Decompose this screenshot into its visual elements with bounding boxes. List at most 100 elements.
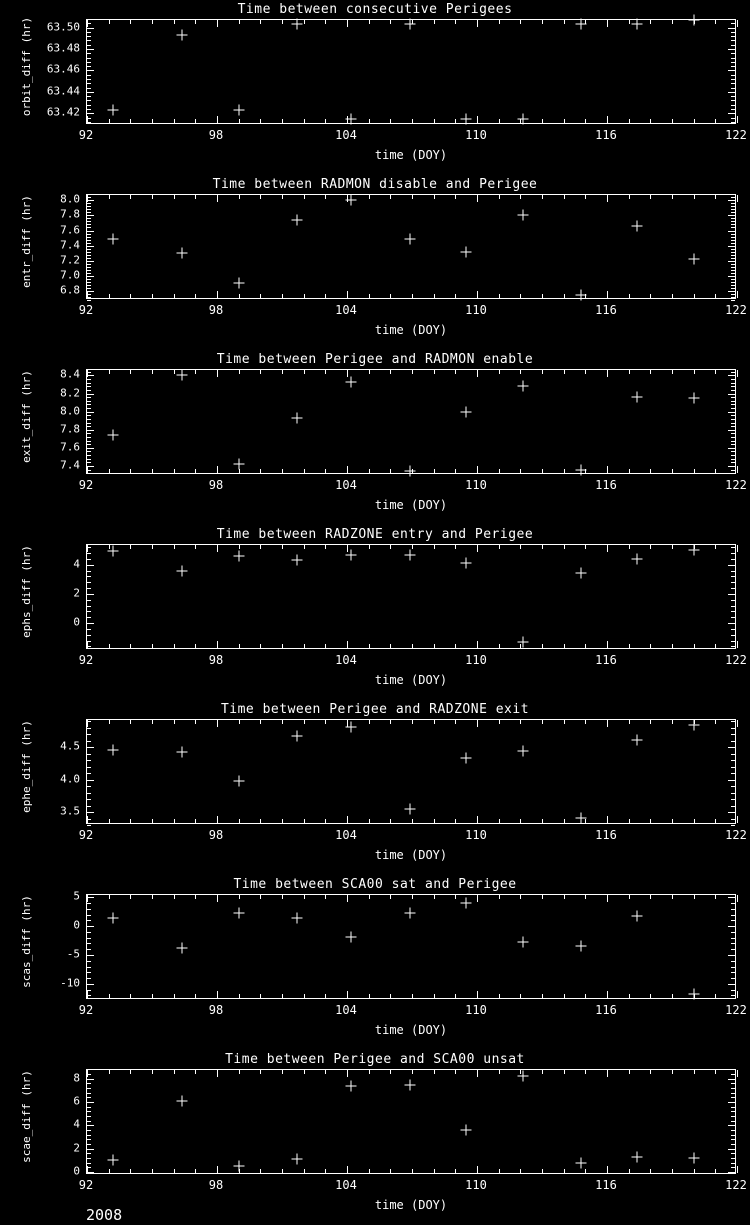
axis-tick-x (693, 644, 695, 648)
axis-tick-y (731, 949, 735, 951)
axis-tick-x (412, 720, 413, 724)
axis-tick-x (152, 1169, 153, 1173)
axis-tick-y (731, 203, 735, 205)
axis-tick-x (693, 720, 695, 724)
axis-tick-x (260, 1070, 262, 1074)
axis-tick-x (455, 119, 457, 123)
axis-tick-y (87, 203, 91, 205)
axis-tick-y (731, 458, 735, 460)
axis-tick-x (672, 720, 673, 724)
x-tick-label: 98 (208, 828, 224, 842)
axis-tick-x (607, 991, 608, 998)
axis-tick-x (390, 119, 392, 123)
data-point (517, 113, 528, 125)
x-tick-label: 104 (335, 653, 357, 667)
axis-tick-y (87, 1088, 91, 1090)
axis-tick-x (412, 1169, 413, 1173)
y-tick-label: 4 (73, 557, 80, 571)
axis-tick-y (87, 634, 91, 636)
axis-tick-x (347, 291, 348, 298)
axis-tick-y (728, 465, 735, 467)
axis-tick-x (455, 294, 457, 298)
axis-tick-x (412, 895, 413, 899)
x-tick-label: 104 (335, 128, 357, 142)
axis-tick-x (433, 545, 435, 549)
axis-tick-x (628, 1070, 630, 1074)
axis-tick-y (731, 462, 735, 464)
axis-tick-y (87, 104, 91, 106)
axis-tick-y (728, 1148, 735, 1150)
axis-tick-x (173, 469, 175, 473)
axis-tick-x (238, 895, 240, 899)
axis-tick-y (87, 721, 91, 723)
axis-tick-y (87, 275, 94, 277)
axis-tick-x (585, 994, 587, 998)
axis-tick-x (433, 195, 435, 199)
data-point (517, 936, 528, 948)
axis-tick-x (628, 1169, 630, 1173)
axis-tick-x (238, 370, 240, 374)
axis-tick-y (731, 206, 735, 208)
axis-tick-x (130, 819, 132, 823)
axis-tick-y (87, 287, 91, 289)
axis-tick-y (87, 825, 91, 826)
axis-tick-y (87, 753, 91, 755)
axis-tick-x (347, 466, 348, 473)
x-tick-label: 98 (208, 128, 224, 142)
axis-tick-y (87, 44, 91, 46)
axis-tick-y (87, 805, 91, 807)
axis-tick-x (87, 195, 88, 202)
x-tick-label: 98 (208, 653, 224, 667)
axis-tick-y (87, 242, 91, 244)
axis-tick-x (520, 644, 522, 648)
data-point (291, 730, 303, 742)
axis-tick-y (731, 760, 735, 762)
axis-tick-x (693, 469, 695, 473)
axis-tick-y (731, 1092, 735, 1094)
axis-tick-y (731, 444, 735, 446)
axis-tick-x (650, 20, 652, 24)
axis-tick-x (477, 641, 478, 648)
axis-tick-x (130, 119, 132, 123)
axis-tick-x (325, 545, 327, 549)
axis-tick-y (87, 23, 91, 25)
axis-tick-x (715, 1169, 717, 1173)
axis-tick-y (728, 593, 735, 595)
axis-tick-x (563, 1169, 565, 1173)
y-tick-label: 8.4 (60, 367, 80, 381)
axis-tick-x (607, 370, 608, 377)
data-point (345, 931, 357, 943)
x-tick-label: 122 (725, 128, 747, 142)
axis-tick-x (108, 1169, 110, 1173)
x-tick-label: 92 (78, 1003, 94, 1017)
axis-tick-x (303, 20, 305, 24)
data-point (176, 29, 188, 41)
axis-tick-x (737, 20, 738, 27)
axis-tick-y (87, 623, 94, 625)
axis-tick-x (238, 644, 240, 648)
axis-tick-x (282, 895, 283, 899)
axis-tick-x (238, 545, 240, 549)
axis-tick-y (731, 473, 735, 475)
axis-tick-y (728, 623, 735, 625)
axis-tick-y (87, 547, 91, 549)
axis-tick-x (303, 370, 305, 374)
axis-tick-y (87, 1148, 94, 1150)
axis-tick-x (737, 195, 738, 202)
axis-tick-x (173, 370, 175, 374)
axis-tick-y (731, 799, 735, 801)
axis-tick-y (87, 74, 91, 76)
data-point (176, 369, 188, 381)
axis-tick-x (412, 819, 413, 823)
axis-tick-y (87, 1144, 91, 1146)
data-point (404, 18, 416, 30)
data-point (404, 907, 416, 919)
axis-tick-x (455, 195, 457, 199)
axis-tick-y (728, 375, 735, 377)
axis-tick-x (108, 644, 110, 648)
axis-tick-y (731, 296, 735, 298)
axis-tick-x (152, 294, 153, 298)
axis-tick-y (87, 989, 91, 991)
axis-tick-x (563, 644, 565, 648)
axis-tick-x (282, 469, 283, 473)
